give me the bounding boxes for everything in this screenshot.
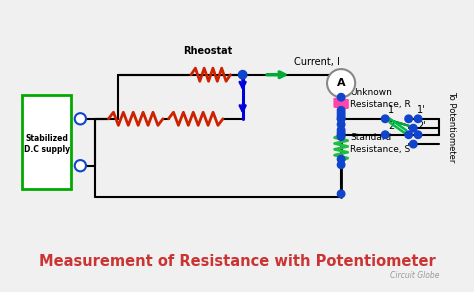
Circle shape — [337, 112, 345, 120]
Circle shape — [405, 115, 412, 123]
Text: To Potentiometer: To Potentiometer — [447, 91, 456, 162]
Circle shape — [405, 131, 412, 138]
Circle shape — [337, 93, 345, 101]
Text: Stabilized: Stabilized — [25, 134, 68, 143]
Circle shape — [337, 190, 345, 198]
Circle shape — [337, 133, 345, 140]
Circle shape — [414, 131, 422, 138]
Circle shape — [382, 131, 389, 138]
Circle shape — [337, 115, 345, 123]
Text: Standard
Resistance, S: Standard Resistance, S — [350, 133, 411, 154]
Text: Circuit Globe: Circuit Globe — [390, 271, 439, 280]
Circle shape — [410, 140, 417, 148]
Circle shape — [410, 124, 417, 132]
Circle shape — [337, 121, 345, 128]
Circle shape — [75, 113, 86, 124]
Circle shape — [414, 115, 422, 123]
Circle shape — [337, 131, 345, 138]
Text: 2: 2 — [388, 121, 394, 131]
FancyBboxPatch shape — [22, 95, 71, 189]
Circle shape — [337, 155, 345, 163]
Text: A: A — [337, 78, 346, 88]
Text: 2': 2' — [417, 121, 426, 131]
Circle shape — [382, 115, 389, 123]
Text: 1': 1' — [417, 105, 426, 115]
Circle shape — [337, 126, 345, 134]
Text: Rheostat: Rheostat — [183, 46, 233, 56]
Circle shape — [337, 107, 345, 114]
Circle shape — [337, 129, 345, 137]
Text: Current, I: Current, I — [294, 57, 340, 67]
Text: 1: 1 — [388, 105, 394, 115]
Circle shape — [327, 69, 355, 97]
Text: Measurement of Resistance with Potentiometer: Measurement of Resistance with Potentiom… — [38, 254, 436, 269]
Circle shape — [75, 160, 86, 171]
Circle shape — [337, 110, 345, 117]
Circle shape — [238, 70, 247, 79]
Text: D.C supply: D.C supply — [24, 145, 70, 154]
Circle shape — [337, 115, 345, 123]
Circle shape — [337, 161, 345, 168]
Text: Unknown
Resistance, R: Unknown Resistance, R — [350, 88, 411, 109]
